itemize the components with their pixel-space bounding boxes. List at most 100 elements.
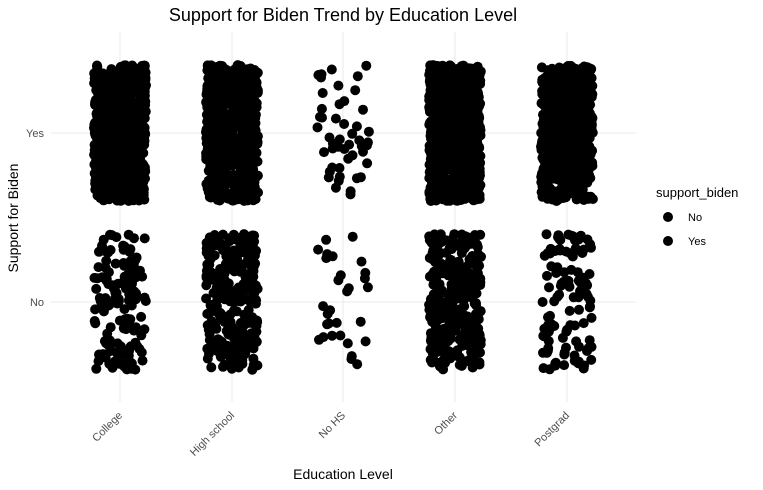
data-point	[561, 326, 572, 337]
data-point	[454, 66, 465, 76]
data-point	[563, 275, 574, 286]
data-point	[547, 63, 557, 74]
data-point	[217, 266, 228, 277]
data-point	[218, 361, 228, 372]
data-point	[133, 181, 144, 192]
data-point	[232, 286, 243, 297]
data-point	[548, 190, 559, 201]
data-point	[91, 283, 102, 294]
data-point	[315, 111, 325, 122]
data-point	[239, 349, 250, 360]
data-point	[229, 266, 240, 277]
legend: support_biden No Yes	[656, 185, 738, 248]
data-point	[347, 231, 358, 242]
data-point	[123, 355, 134, 366]
data-point	[97, 190, 108, 201]
data-point	[92, 62, 103, 73]
data-point	[318, 301, 329, 312]
data-point	[538, 363, 549, 374]
data-point	[436, 150, 447, 161]
data-point	[562, 180, 573, 191]
data-point	[536, 144, 547, 155]
data-point	[98, 128, 109, 139]
data-point	[212, 232, 223, 243]
data-point	[573, 128, 584, 139]
data-point	[237, 107, 248, 118]
data-point	[462, 232, 473, 243]
data-point	[343, 283, 354, 294]
data-point	[129, 286, 140, 297]
data-point	[427, 357, 437, 368]
data-point	[432, 132, 443, 143]
data-point	[98, 172, 109, 183]
data-point	[449, 229, 460, 240]
data-point	[475, 339, 486, 350]
data-point	[461, 113, 472, 124]
data-point	[318, 332, 329, 343]
data-point	[569, 149, 579, 159]
data-point	[110, 258, 121, 269]
data-point	[474, 79, 485, 90]
data-point	[539, 91, 550, 102]
data-point	[333, 175, 344, 186]
data-point	[568, 156, 579, 167]
data-point	[101, 275, 112, 286]
data-point	[549, 321, 560, 331]
legend-key-no	[663, 212, 673, 222]
data-point	[455, 178, 465, 189]
data-point	[434, 289, 445, 300]
data-point	[360, 267, 371, 278]
data-point	[206, 362, 217, 373]
y-tick-label-no: No	[30, 297, 44, 309]
data-point	[438, 313, 449, 323]
data-point	[206, 337, 217, 348]
data-point	[456, 359, 467, 370]
data-point	[248, 353, 259, 364]
data-point	[471, 270, 482, 281]
data-point	[544, 282, 554, 293]
data-point	[428, 254, 439, 265]
data-point	[232, 295, 242, 306]
data-point	[227, 343, 238, 354]
data-point	[448, 262, 459, 273]
data-point	[467, 352, 477, 363]
data-point	[475, 306, 486, 317]
data-point	[344, 139, 355, 150]
data-point	[333, 80, 344, 91]
data-point	[119, 192, 130, 202]
data-point	[358, 104, 368, 115]
data-point	[355, 172, 366, 183]
data-point	[558, 96, 569, 107]
data-point	[219, 117, 230, 128]
data-point	[239, 133, 250, 144]
data-point	[444, 346, 455, 357]
data-point	[572, 267, 583, 278]
data-point	[236, 237, 247, 248]
data-point	[447, 115, 457, 126]
data-point	[208, 288, 219, 298]
data-point	[445, 156, 456, 167]
data-point	[452, 104, 463, 115]
data-point	[584, 172, 595, 182]
data-point	[472, 61, 483, 72]
data-point	[252, 315, 262, 326]
data-point	[333, 141, 344, 152]
data-point	[110, 90, 121, 101]
data-point	[339, 96, 350, 107]
data-point	[247, 188, 258, 199]
x-tick-label-other: Other	[432, 409, 460, 437]
data-point	[432, 191, 443, 202]
x-axis-tick-labels: College High school No HS Other Postgrad	[90, 409, 572, 458]
data-point	[441, 142, 452, 152]
data-point	[228, 245, 239, 256]
data-point	[134, 195, 144, 206]
data-point	[352, 71, 363, 82]
data-point	[232, 356, 243, 367]
data-point	[360, 336, 371, 347]
data-point	[216, 309, 227, 320]
data-point	[223, 144, 234, 155]
data-point	[356, 256, 367, 267]
legend-key-yes	[663, 236, 673, 246]
data-point	[430, 87, 441, 98]
data-point	[120, 168, 130, 179]
